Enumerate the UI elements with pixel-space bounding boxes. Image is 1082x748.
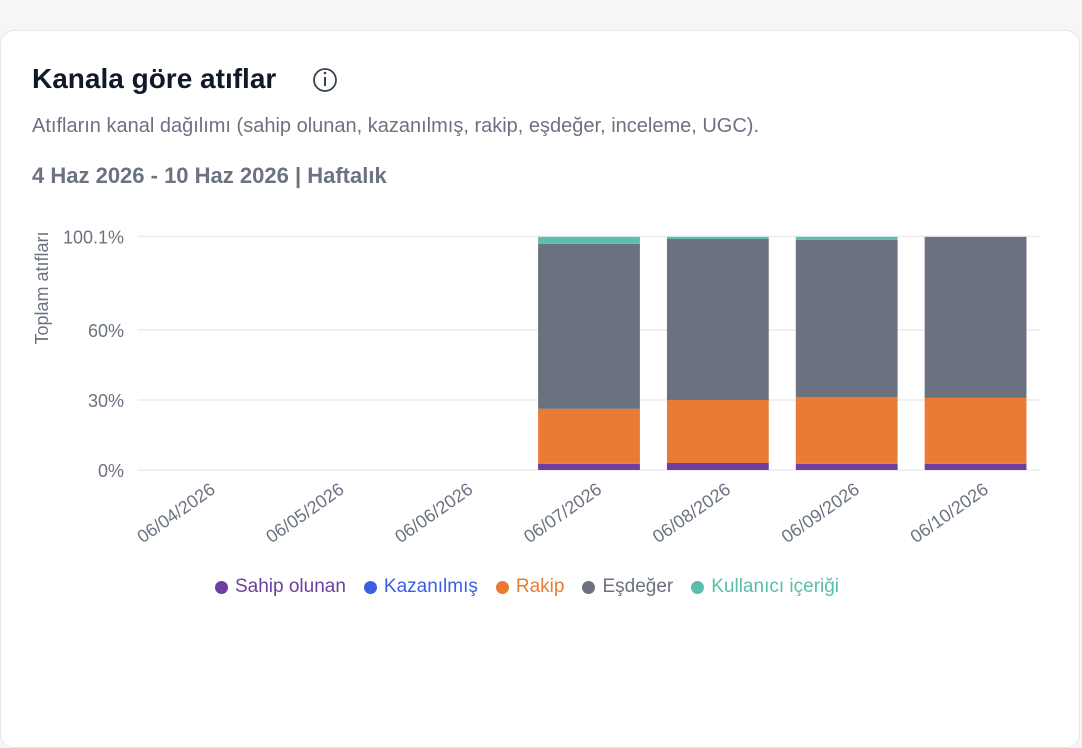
bar-segment xyxy=(795,396,898,464)
bar-segment xyxy=(924,397,1027,464)
chart-title: Kanala göre atıflar xyxy=(32,63,277,94)
x-tick-label: 06/10/2026 xyxy=(907,479,992,547)
legend-dot xyxy=(214,580,228,594)
legend-label: Kazanılmış xyxy=(383,576,478,597)
y-tick-label: 100.1% xyxy=(63,227,124,247)
bar-segment xyxy=(538,236,640,244)
bar-segment xyxy=(666,462,769,470)
bar-segment xyxy=(795,239,898,397)
bar-segment xyxy=(538,243,640,409)
info-icon[interactable] xyxy=(313,68,337,92)
legend-dot xyxy=(691,580,705,594)
y-tick-label: 60% xyxy=(88,321,124,341)
y-axis-label: Toplam atıfları xyxy=(32,231,52,344)
legend-label: Kullanıcı içeriği xyxy=(711,576,840,597)
x-tick-label: 06/07/2026 xyxy=(520,479,605,547)
period: 4 Haz 2026 - 10 Haz 2026 | Haftalık xyxy=(32,163,387,188)
legend-label: Rakip xyxy=(515,576,565,597)
y-tick-label: 30% xyxy=(88,391,124,411)
x-tick-label: 06/06/2026 xyxy=(391,479,476,547)
legend-dot xyxy=(363,580,377,594)
legend-item[interactable]: Rakip xyxy=(495,576,565,598)
x-tick-label: 06/09/2026 xyxy=(778,479,863,547)
chart-subtitle: Atıfların kanal dağılımı (sahip olunan, … xyxy=(32,115,760,137)
legend-item[interactable]: Sahip olunan xyxy=(214,576,346,598)
bar-segment xyxy=(924,236,1027,398)
legend-label: Sahip olunan xyxy=(234,576,346,597)
bar-segment xyxy=(538,408,640,464)
x-tick-label: 06/04/2026 xyxy=(133,479,218,547)
bar-segment xyxy=(666,399,769,463)
bar-segment xyxy=(795,463,898,470)
legend-label: Eşdeğer xyxy=(602,576,674,597)
x-tick-label: 06/08/2026 xyxy=(649,479,734,547)
legend-dot xyxy=(582,580,596,594)
legend-item[interactable]: Eşdeğer xyxy=(582,576,673,598)
bar-segment xyxy=(666,238,769,400)
bar-segment xyxy=(795,236,898,240)
bar-segment xyxy=(538,463,640,470)
x-tick-label: 06/05/2026 xyxy=(262,479,347,547)
legend-item[interactable]: Kullanıcı içeriği xyxy=(691,576,839,598)
bar-segment xyxy=(666,236,769,239)
bar-segment xyxy=(924,463,1027,470)
y-tick-label: 0% xyxy=(98,461,124,481)
legend-dot xyxy=(495,580,509,594)
legend-item[interactable]: Kazanılmış xyxy=(363,576,478,598)
legend: Sahip olunan Kazanılmış Rakip Eşdeğer Kullan… xyxy=(0,576,1054,598)
